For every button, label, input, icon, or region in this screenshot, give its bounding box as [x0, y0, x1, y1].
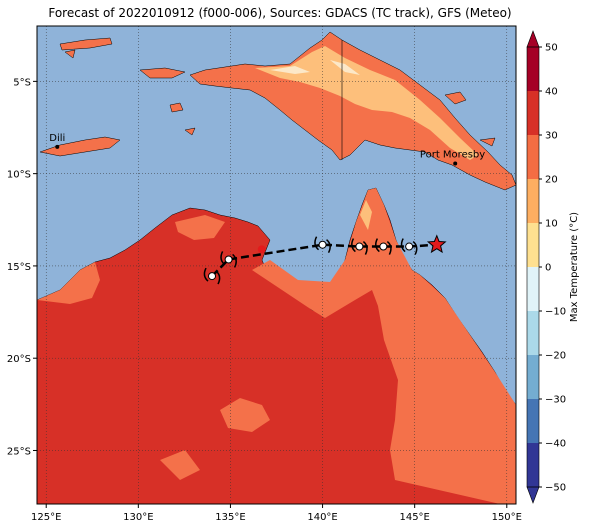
x-tick-label: 135°E	[215, 512, 245, 523]
colorbar-tick-label: −10	[545, 307, 566, 318]
tc-position-symbol	[220, 251, 237, 268]
map-title: Forecast of 2022010912 (f000-006), Sourc…	[48, 6, 512, 20]
colorbar-segment	[527, 311, 539, 355]
plot-frame	[36, 25, 517, 505]
tc-position-symbol	[351, 238, 368, 255]
australia-cape-york-band	[360, 200, 372, 230]
colorbar-segment	[527, 47, 539, 91]
small-islands	[64, 49, 196, 136]
timor-island	[39, 136, 121, 157]
australia-band-20-30	[37, 188, 516, 504]
colorbar-tick-label: −40	[545, 439, 566, 450]
colorbar-segment	[527, 399, 539, 443]
grid-lines	[37, 26, 516, 504]
colorbar-tick-label: 40	[545, 87, 558, 98]
colorbar-segment	[527, 223, 539, 267]
colorbar-segment	[527, 135, 539, 179]
city-marker	[453, 161, 458, 166]
y-tick-label: 10°S	[7, 170, 31, 181]
city-marker	[55, 144, 60, 149]
x-tick-label: 145°E	[399, 512, 429, 523]
x-tick-label: 130°E	[123, 512, 153, 523]
colorbar-tick-label: −50	[545, 483, 566, 494]
y-tick-label: 20°S	[7, 354, 31, 365]
colorbar-tick-label: −20	[545, 351, 566, 362]
x-tick-label: 125°E	[31, 512, 61, 523]
tc-position-symbol	[203, 267, 221, 285]
seram-island	[139, 67, 186, 79]
storm-red-marker	[257, 245, 266, 254]
colorbar-label: Max Temperature (°C)	[569, 212, 580, 322]
y-tick-label: 15°S	[7, 262, 31, 273]
y-tick-label: 25°S	[7, 446, 31, 457]
tc-position-symbol	[400, 238, 418, 255]
city-label: Port Moresby	[420, 149, 485, 160]
new-guinea-band-20-30	[255, 46, 478, 160]
current-position-star	[426, 234, 447, 254]
colorbar-tick-label: 10	[545, 219, 558, 230]
city-label: Dili	[49, 133, 65, 144]
axis-ticks: 125°E 130°E 135°E 140°E 145°E 150°E 5°S 10°S 15°…	[7, 77, 522, 523]
map-plot-area	[37, 26, 516, 504]
colorbar: 50 40 30 20 10 0 −10 −20 −30 −40 −50 Max Temperatur…	[526, 30, 580, 504]
city-labels: Dili Port Moresby	[49, 133, 485, 166]
colorbar-tick-label: 50	[545, 43, 558, 54]
colorbar-tick-label: 0	[545, 263, 551, 274]
colorbar-segment	[527, 267, 539, 311]
tc-position-symbol	[375, 238, 392, 255]
colorbar-bottom-extend	[526, 486, 540, 504]
x-tick-label: 140°E	[307, 512, 337, 523]
tc-position-symbol	[314, 236, 331, 254]
islands-east	[444, 91, 496, 147]
new-guinea-band-10-20	[270, 60, 360, 75]
colorbar-segment	[527, 355, 539, 399]
colorbar-tick-label: 20	[545, 175, 558, 186]
island-west	[59, 37, 113, 51]
colorbar-top-extend	[526, 30, 540, 48]
x-tick-label: 150°E	[492, 512, 522, 523]
y-tick-label: 5°S	[13, 77, 31, 88]
colorbar-segment	[527, 443, 539, 487]
colorbar-segment	[527, 179, 539, 223]
tc-track	[203, 234, 447, 285]
colorbar-tick-label: −30	[545, 395, 566, 406]
colorbar-tick-label: 30	[545, 131, 558, 142]
colorbar-segment	[527, 91, 539, 135]
